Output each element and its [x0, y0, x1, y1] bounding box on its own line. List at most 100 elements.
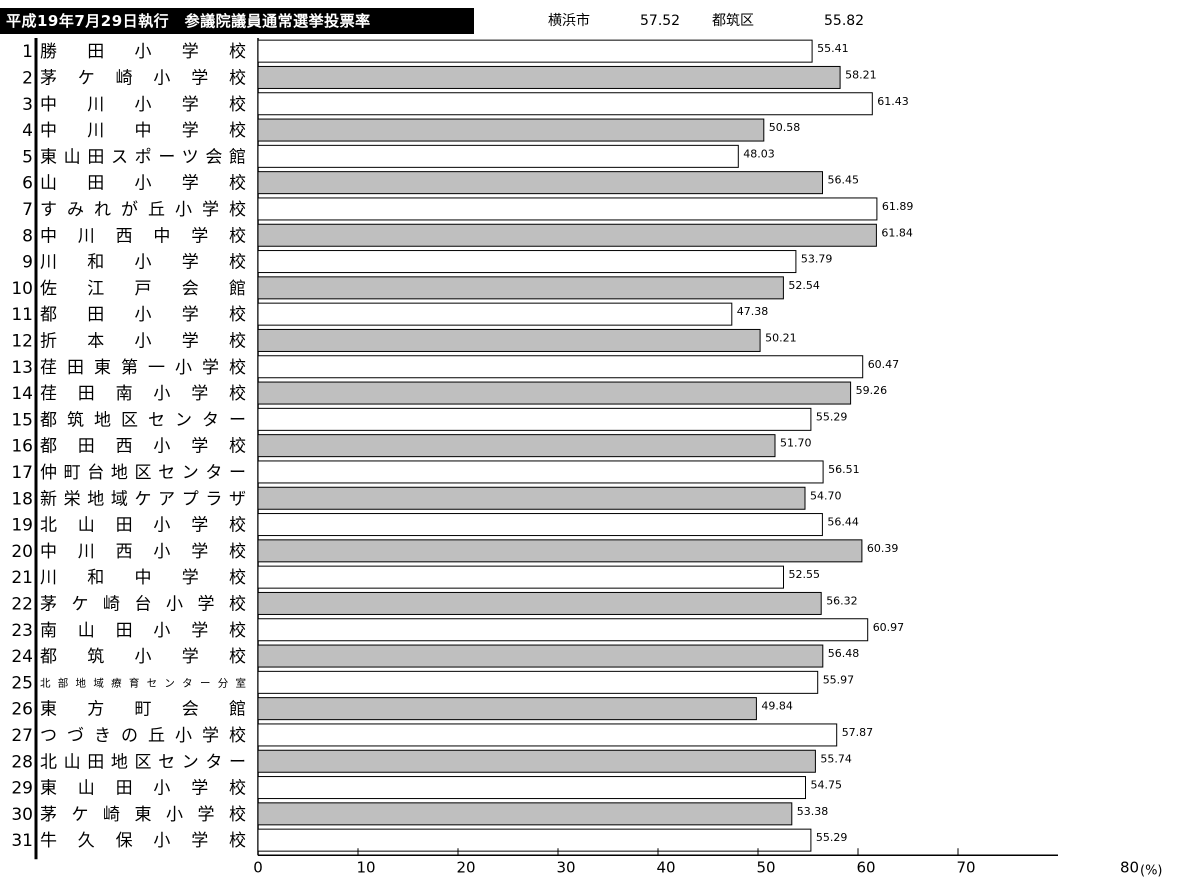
- value-label: 61.84: [881, 226, 913, 239]
- value-label: 58.21: [845, 68, 877, 81]
- category-label: 荏田南小学校: [40, 384, 246, 404]
- x-tick-label: 20: [456, 858, 475, 876]
- value-label: 56.45: [828, 174, 860, 187]
- row-number: 22: [11, 594, 33, 614]
- category-label: 佐江戸会館: [40, 279, 246, 299]
- category-label: つづきの丘小学校: [40, 726, 246, 746]
- category-label: 中川西中学校: [40, 226, 246, 246]
- value-label: 52.55: [789, 568, 821, 581]
- row-number: 25: [11, 673, 33, 693]
- category-label: 川和小学校: [40, 253, 246, 273]
- bar: [257, 250, 797, 274]
- x-tick-label: 70: [956, 858, 975, 876]
- row-number: 21: [11, 568, 33, 588]
- category-label: 東山田スポーツ会館: [40, 147, 246, 167]
- category-label: 都筑小学校: [40, 647, 246, 667]
- row-number: 29: [11, 779, 33, 799]
- row-number: 30: [11, 805, 33, 825]
- bar: [257, 171, 823, 195]
- bar: [257, 670, 819, 694]
- category-label: 北山田地区センター: [40, 752, 246, 772]
- row-number: 9: [22, 253, 33, 273]
- category-label: 川和中学校: [40, 568, 246, 588]
- bar: [257, 118, 765, 142]
- bar: [257, 65, 841, 89]
- row-number: 24: [11, 647, 33, 667]
- bar: [257, 723, 838, 747]
- bar: [257, 539, 863, 563]
- category-label: 東山田小学校: [40, 779, 246, 799]
- category-label: 北山田小学校: [40, 516, 246, 536]
- row-number: 20: [11, 542, 33, 562]
- row-number: 7: [22, 200, 33, 220]
- bar: [257, 302, 733, 326]
- row-number: 12: [11, 331, 33, 351]
- category-label: 中川小学校: [40, 95, 246, 115]
- city-label: 横浜市: [548, 13, 590, 29]
- value-label: 49.84: [761, 700, 793, 713]
- bar: [257, 513, 823, 537]
- value-label: 53.79: [801, 253, 833, 266]
- row-number: 10: [11, 279, 33, 299]
- category-label: 荏田東第一小学校: [40, 358, 246, 378]
- row-number: 27: [11, 726, 33, 746]
- value-label: 56.48: [828, 647, 860, 660]
- bar: [257, 144, 739, 168]
- x-tick-label: 50: [756, 858, 775, 876]
- bar: [257, 618, 869, 642]
- value-label: 61.43: [877, 95, 909, 108]
- value-label: 56.51: [828, 463, 860, 476]
- row-number: 3: [22, 95, 33, 115]
- row-number: 17: [11, 463, 33, 483]
- bar: [257, 407, 812, 431]
- category-label: 茅ケ崎台小学校: [40, 594, 246, 614]
- bar: [257, 92, 873, 116]
- bar: [257, 644, 824, 668]
- bar: [257, 828, 812, 852]
- value-label: 56.32: [826, 594, 858, 607]
- value-label: 59.26: [856, 384, 888, 397]
- row-number: 2: [22, 68, 33, 88]
- x-tick-label: 30: [556, 858, 575, 876]
- category-label: 中川西小学校: [40, 542, 246, 562]
- bar: [257, 197, 878, 221]
- row-number: 1: [22, 42, 33, 62]
- bar: [257, 591, 822, 615]
- row-number: 15: [11, 410, 33, 430]
- category-label: 南山田小学校: [40, 621, 246, 641]
- row-number: 4: [22, 121, 33, 141]
- bar: [257, 802, 793, 826]
- category-label: 都筑地区センター: [40, 410, 246, 430]
- value-label: 47.38: [737, 305, 769, 318]
- value-label: 56.44: [827, 516, 859, 529]
- unit-label: (%): [1140, 863, 1163, 878]
- bar: [257, 223, 877, 247]
- category-label: 勝田小学校: [40, 42, 246, 62]
- row-number: 19: [11, 516, 33, 536]
- category-label: 山田小学校: [40, 174, 246, 194]
- value-label: 54.70: [810, 489, 842, 502]
- category-label: 茅ケ崎東小学校: [40, 805, 246, 825]
- city-turnout-value: 57.52: [640, 13, 681, 29]
- value-label: 60.47: [868, 358, 900, 371]
- value-label: 60.97: [873, 621, 905, 634]
- row-number: 16: [11, 437, 33, 457]
- x-tick-label: 60: [856, 858, 875, 876]
- ward-turnout-value: 55.82: [824, 13, 865, 29]
- bar: [257, 276, 784, 300]
- value-label: 57.87: [842, 726, 874, 739]
- bar: [257, 39, 813, 63]
- bar: [257, 565, 784, 589]
- row-number: 5: [22, 147, 33, 167]
- category-label: 仲町台地区センター: [40, 463, 246, 483]
- value-label: 60.39: [867, 542, 899, 555]
- value-label: 50.21: [765, 331, 797, 344]
- value-label: 55.41: [817, 42, 849, 55]
- category-label: すみれが丘小学校: [40, 200, 246, 220]
- value-label: 51.70: [780, 437, 812, 450]
- bar: [257, 460, 824, 484]
- value-label: 48.03: [743, 147, 775, 160]
- ward-label: 都筑区: [712, 13, 754, 29]
- chart-title: 平成19年7月29日執行 参議院議員通常選挙投票率: [0, 8, 474, 34]
